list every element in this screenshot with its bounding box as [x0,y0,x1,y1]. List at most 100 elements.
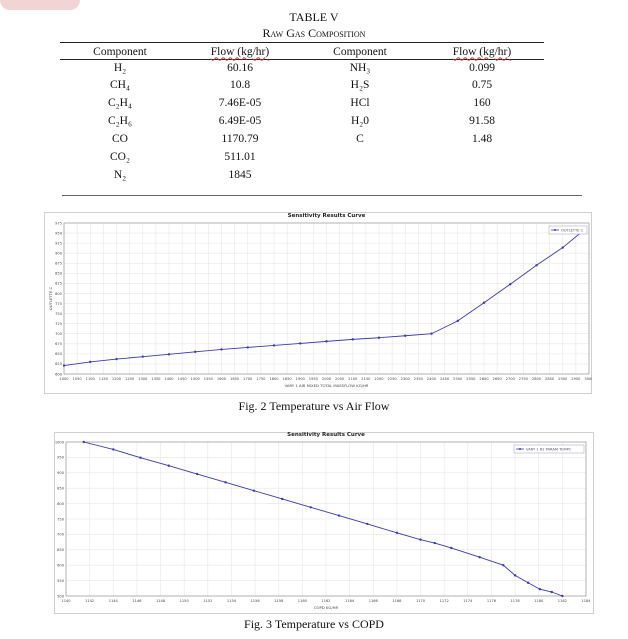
x-tick-label: 2600 [479,377,489,381]
x-tick-label: 2000 [322,377,332,381]
x-tick-label: 2200 [374,377,384,381]
cell: 160 [473,97,491,109]
y-tick-label: 950 [57,456,65,460]
data-point [82,440,85,444]
data-point [309,506,312,509]
data-point [366,522,369,526]
data-point [325,340,328,343]
x-tick-label: 1164 [345,599,355,603]
x-tick-label: 1250 [125,377,135,381]
cell: CH₄ [110,79,130,91]
legend-label: VARY 1 R2 PARAM TEMPC [526,447,572,451]
x-tick-label: 1182 [558,599,567,603]
data-point [89,360,92,364]
x-tick-label: 2950 [571,377,581,381]
x-tick-label: 1168 [392,599,402,603]
data-point [220,348,223,351]
y-tick-label: 600 [57,564,65,568]
cell: H₂0 [350,115,370,127]
y-tick-label: 550 [57,579,65,583]
x-tick-label: 1154 [227,599,237,603]
y-tick-label: 975 [55,221,62,225]
x-tick-label: 1650 [230,377,240,381]
y-tick-label: 650 [55,352,63,356]
y-tick-label: 625 [55,362,62,366]
table-row: C₂H₆ 6.49E-05 H₂0 91.58 [60,112,544,130]
header-flow-1-text: Flow (kg/hr) [210,45,270,58]
cell: CO₂ [110,151,130,163]
data-point [450,546,453,550]
x-tick-label: 1150 [180,599,190,603]
cell: N₂ [113,169,127,181]
data-point [299,342,302,345]
chart-frame [44,212,592,394]
raw-gas-composition-table: Component Flow (kg/hr) Component Flow (k… [60,42,544,184]
x-tick-label: 2400 [427,377,437,381]
x-tick-label: 1550 [204,377,214,381]
data-point [561,594,564,598]
x-tick-label: 2150 [361,377,371,381]
data-point [535,264,538,267]
x-tick-label: 1350 [151,377,161,381]
cell: 91.58 [469,115,495,127]
x-tick-label: 1000 [59,377,69,381]
decorative-corner-shape [0,0,80,10]
data-point [509,283,512,286]
x-axis-label: VARY 1 AIR MIXED TOTAL MASSFLOW KG/HR [285,383,369,388]
data-point [272,344,276,347]
table-row: C₂H₄ 7.46E-05 HCl 160 [60,94,544,112]
table-row: N₂ 1845 [60,166,544,184]
data-point [195,472,199,476]
x-tick-label: 1148 [156,599,166,603]
data-point [377,336,381,339]
data-point [141,355,144,358]
cell: HCl [350,97,370,109]
y-tick-label: 825 [55,282,62,286]
y-tick-label: 900 [57,471,65,475]
x-tick-label: 1146 [132,599,142,603]
x-tick-label: 1162 [321,599,330,603]
x-tick-label: 2850 [545,377,555,381]
cell [300,148,420,166]
x-tick-label: 1150 [99,377,109,381]
data-point [502,564,505,567]
cell: 0.099 [469,62,495,74]
cell: C₂H₆ [108,115,132,127]
x-tick-label: 2100 [348,377,358,381]
y-tick-label: 500 [57,594,65,598]
x-tick-label: 1200 [112,377,122,381]
header-flow-1: Flow (kg/hr) [180,42,300,60]
y-tick-label: 850 [55,272,63,276]
data-point [115,357,118,361]
x-tick-label: 1500 [191,377,201,381]
x-tick-label: 2800 [532,377,542,381]
legend-label: OUTLETTE C [561,228,584,232]
legend-box [548,225,588,235]
x-tick-label: 3000 [584,377,592,381]
data-point [456,319,459,323]
x-tick-label: 1160 [298,599,308,603]
y-tick-label: 800 [57,502,65,506]
x-tick-label: 1140 [61,599,71,603]
y-axis-label: VARY 1 R2 PARAM TEMPC [54,495,55,543]
legend-swatch-marker [554,229,556,231]
table-row: CO 1170.79 C 1.48 [60,130,544,148]
table-header-row: Component Flow (kg/hr) Component Flow (k… [60,42,544,60]
x-tick-label: 1300 [138,377,148,381]
data-point [252,489,256,492]
y-tick-label: 700 [55,332,63,336]
data-point [419,538,422,541]
y-tick-label: 650 [57,548,65,552]
x-tick-label: 1184 [581,599,591,603]
x-tick-label: 1158 [274,599,284,603]
data-point [351,338,354,341]
cell: H₂ [113,62,127,74]
legend-box [513,444,585,454]
x-tick-label: 1176 [487,599,497,603]
data-point [139,456,142,459]
x-tick-label: 1600 [217,377,227,381]
data-point [513,574,517,577]
x-tick-label: 1750 [256,377,266,381]
cell: NH₃ [349,62,371,74]
data-point [246,346,249,349]
